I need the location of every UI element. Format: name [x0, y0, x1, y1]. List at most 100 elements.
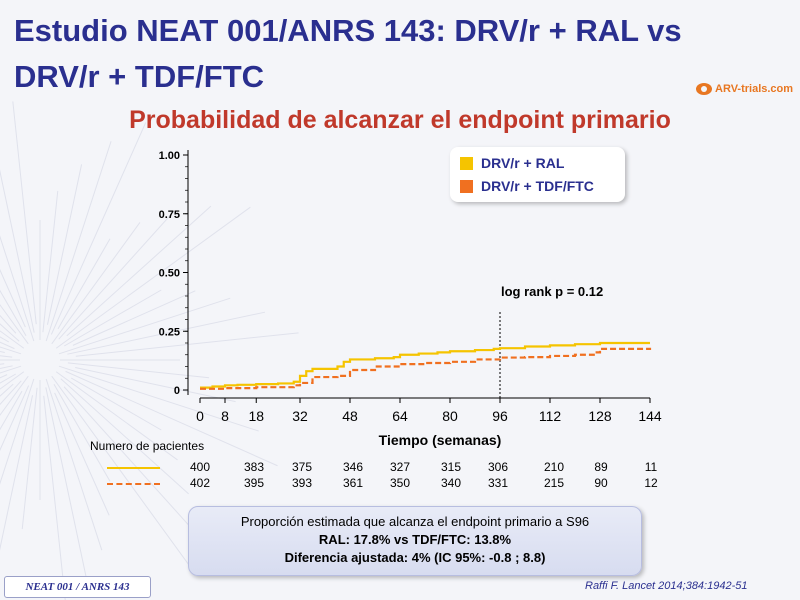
x-axis-label: Tiempo (semanas): [379, 432, 502, 448]
decor-ray: [51, 375, 194, 571]
patients-cell: 12: [644, 476, 658, 490]
patients-cell: 89: [594, 460, 608, 474]
patients-cell: 361: [342, 476, 364, 490]
patients-line-ral: [107, 467, 160, 469]
patients-cell: 375: [291, 460, 313, 474]
logo-text: ARV-trials.com: [715, 83, 794, 95]
patients-cell: 383: [243, 460, 265, 474]
patients-cell: 395: [243, 476, 265, 490]
legend-item-tdf: DRV/r + TDF/FTC: [460, 178, 594, 194]
decor-ray: [0, 304, 29, 345]
x-tick-label: 18: [248, 408, 264, 424]
chart-legend: DRV/r + RAL DRV/r + TDF/FTC: [450, 147, 625, 202]
x-tick-label: 144: [638, 408, 662, 424]
patients-line-tdf: [107, 483, 160, 485]
patients-cell: 346: [342, 460, 364, 474]
patients-cell: 331: [487, 476, 509, 490]
y-tick-label: 0.50: [159, 268, 180, 280]
y-tick-label: 1.00: [159, 150, 180, 162]
patients-cell: 350: [389, 476, 411, 490]
y-tick-label: 0: [174, 385, 180, 397]
decor-ray: [0, 268, 26, 328]
decor-ray: [0, 385, 30, 452]
decor-ray: [0, 378, 35, 485]
x-tick-label: 128: [588, 408, 612, 424]
decor-ray: [67, 362, 210, 379]
decor-ray: [0, 375, 29, 416]
decor-ray: [46, 164, 83, 325]
decor-ray: [67, 311, 266, 355]
decor-ray: [60, 378, 189, 495]
decor-ray: [75, 366, 236, 403]
x-tick-label: 32: [292, 408, 308, 424]
decor-ray: [0, 289, 27, 337]
decor-ray: [21, 387, 38, 530]
decor-ray: [63, 386, 195, 532]
decor-ray: [53, 383, 111, 482]
patients-cell: 306: [487, 460, 509, 474]
decor-ray: [70, 377, 162, 431]
legend-swatch-ral: [460, 156, 473, 170]
series-line-tdf: [200, 347, 652, 390]
decor-ray: [58, 365, 259, 432]
summary-line-2: RAL: 17.8% vs TDF/FTC: 13.8%: [318, 532, 512, 547]
patients-cell: 210: [543, 460, 565, 474]
x-tick-label: 112: [539, 408, 562, 424]
decor-ray: [45, 387, 89, 586]
decor-ray: [57, 238, 111, 330]
decor-ray: [65, 370, 278, 467]
summary-line-3: Diferencia ajustada: 4% (IC 95%: -0.8 ; …: [284, 550, 546, 565]
decor-ray: [55, 371, 178, 461]
slide-title: Estudio NEAT 001/ANRS 143: DRV/r + RAL v…: [14, 13, 682, 94]
arv-trials-logo: ARV-trials.com: [696, 79, 793, 99]
decor-ray: [66, 205, 212, 337]
summary-box: Proporción estimada que alcanza el endpo…: [188, 506, 642, 576]
summary-line-1: Proporción estimada que alcanza el endpo…: [240, 514, 590, 529]
series-line-ral: [200, 341, 650, 389]
decor-ray: [0, 395, 34, 551]
decor-ray: [63, 289, 162, 347]
y-tick-label: 0.75: [159, 209, 180, 221]
pvalue-annotation: log rank p = 0.12: [501, 284, 604, 299]
legend-swatch-tdf: [460, 179, 473, 193]
study-tag: NEAT 001 / ANRS 143: [4, 576, 151, 598]
x-tick-label: 8: [221, 408, 229, 424]
decor-ray: [51, 222, 141, 345]
x-tick-label: 48: [342, 408, 358, 424]
decor-ray: [45, 378, 103, 551]
patients-cell: 90: [594, 476, 608, 490]
x-tick-label: 80: [442, 408, 458, 424]
decor-ray: [72, 290, 196, 346]
decor-ray: [54, 392, 110, 516]
patients-row-tdf: 402 395 393 361 350 340 331 215 90 12: [0, 476, 800, 492]
x-tick-label: 96: [492, 408, 508, 424]
decor-ray: [0, 380, 22, 406]
decor-ray: [75, 332, 299, 357]
decor-ray: [45, 141, 112, 342]
patients-cell: 327: [389, 460, 411, 474]
decor-ray: [55, 206, 251, 349]
y-tick-label: 0.25: [159, 326, 180, 338]
decor-ray: [0, 330, 25, 349]
x-tick-label: 0: [196, 408, 204, 424]
patients-cell: 400: [189, 460, 211, 474]
citation: Raffi F. Lancet 2014;384:1942-51: [585, 580, 748, 592]
patients-cell: 340: [440, 476, 462, 490]
patients-cell: 315: [440, 460, 462, 474]
decor-ray: [0, 390, 23, 431]
decor-ray: [0, 235, 35, 342]
logo-mark-icon: [696, 83, 712, 95]
legend-label-ral: DRV/r + RAL: [481, 155, 565, 171]
decor-ray: [12, 101, 37, 325]
patients-row-ral: 400 383 375 346 327 315 306 210 89 11: [0, 460, 800, 476]
patients-cell: 215: [543, 476, 565, 490]
chart-subtitle: Probabilidad de alcanzar el endpoint pri…: [129, 106, 671, 134]
decor-ray: [58, 297, 231, 355]
legend-label-tdf: DRV/r + TDF/FTC: [481, 178, 594, 194]
patients-cell: 402: [189, 476, 211, 490]
patients-cell: 393: [291, 476, 313, 490]
decor-ray: [42, 190, 59, 333]
patients-cell: 11: [644, 460, 658, 474]
